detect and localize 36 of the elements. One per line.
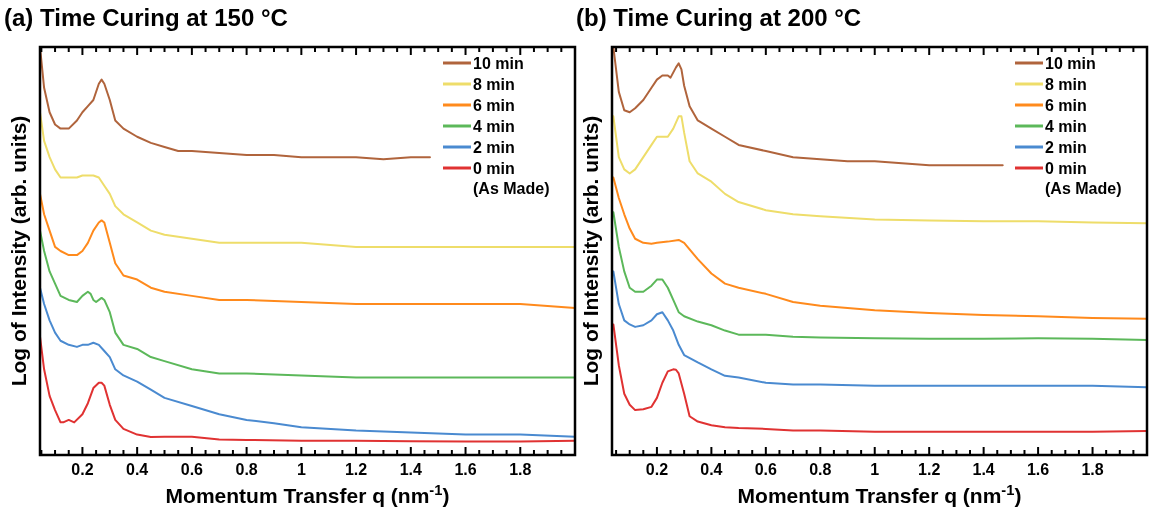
x-tick-label: 1.8 <box>509 461 532 478</box>
x-tick-label: 1 <box>870 461 880 478</box>
legend-label: 8 min <box>1045 75 1087 93</box>
legend-label: 2 min <box>1045 138 1087 156</box>
x-tick-label: 0.8 <box>235 461 258 478</box>
x-tick-label: 0.8 <box>809 461 832 478</box>
x-axis-title: Momentum Transfer q (nm$^{-1}$) <box>737 482 1022 507</box>
legend-label: 2 min <box>473 138 515 156</box>
legend-label: 8 min <box>473 75 515 93</box>
legend-label: 10 min <box>1045 54 1096 72</box>
legend-label: 0 min (As Made) <box>1045 159 1122 198</box>
legend-label: 4 min <box>473 117 515 135</box>
x-tick-label: 0.6 <box>180 461 204 478</box>
chart-title: (b) Time Curing at 200 °C <box>576 4 862 31</box>
x-tick-label: 0.4 <box>126 461 149 478</box>
x-tick-label: 1.4 <box>399 461 423 478</box>
x-tick-label: 0.4 <box>700 461 723 478</box>
x-tick-label: 1.2 <box>918 461 941 478</box>
x-tick-label: 1.6 <box>454 461 477 478</box>
x-tick-label: 1.4 <box>972 461 995 478</box>
y-axis-title: Log of Intensity (arb. units) <box>7 115 30 387</box>
x-tick-label: 1.6 <box>1026 461 1050 478</box>
chart-title: (a) Time Curing at 150 °C <box>4 4 288 31</box>
legend-label: 0 min (As Made) <box>473 159 550 198</box>
x-tick-label: 0.2 <box>71 461 94 478</box>
legend-label: 6 min <box>473 96 515 114</box>
x-tick-label: 0.6 <box>754 461 778 478</box>
legend-label: 10 min <box>473 54 524 72</box>
x-axis-title: Momentum Transfer q (nm$^{-1}$) <box>165 482 450 507</box>
y-axis-title: Log of Intensity (arb. units) <box>579 115 602 387</box>
x-tick-label: 1.2 <box>344 461 368 478</box>
x-tick-label: 1.8 <box>1081 461 1104 478</box>
legend-label: 4 min <box>1045 117 1087 135</box>
x-tick-label: 0.2 <box>645 461 669 478</box>
x-tick-label: 1 <box>296 461 306 478</box>
legend-label: 6 min <box>1045 96 1087 114</box>
